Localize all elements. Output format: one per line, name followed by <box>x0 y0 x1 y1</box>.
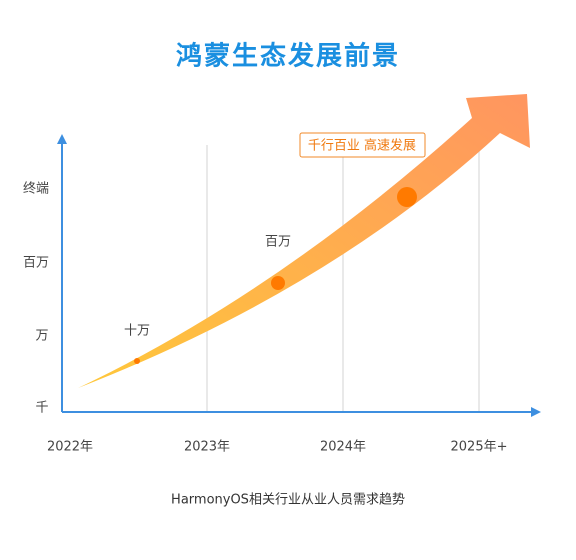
annotation: 十万 <box>124 324 150 339</box>
y-label: 终端 <box>23 181 49 197</box>
y-label: 万 <box>35 329 48 344</box>
x-label: 2023年 <box>184 440 230 455</box>
x-arrow <box>531 407 541 417</box>
highlight: 千行百业 高速发展 <box>308 138 416 154</box>
dot <box>397 187 417 207</box>
growth-arrow <box>78 94 530 388</box>
y-label: 千 <box>35 401 48 416</box>
title: 鸿蒙生态发展前景 <box>176 41 400 72</box>
y-arrow <box>57 134 67 144</box>
x-label: 2024年 <box>320 440 366 455</box>
dot <box>271 276 285 290</box>
y-label: 百万 <box>23 256 49 271</box>
annotation: 百万 <box>265 235 291 250</box>
caption: HarmonyOS相关行业从业人员需求趋势 <box>171 492 405 508</box>
highlight-box <box>299 132 426 158</box>
x-label: 2022年 <box>47 440 93 455</box>
x-label: 2025年+ <box>451 440 508 455</box>
dot <box>134 358 140 364</box>
